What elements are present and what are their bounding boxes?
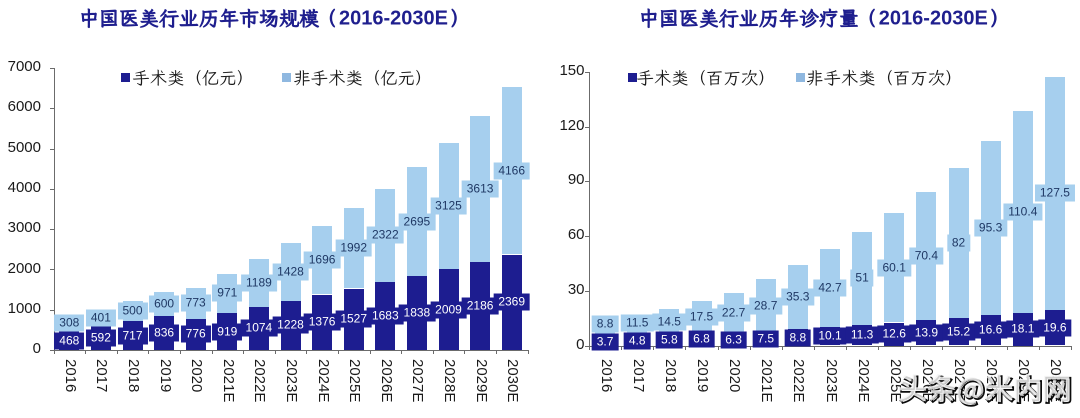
svg-text:2016-2030E: 2016-2030E — [339, 8, 448, 30]
svg-text:2016-2030E: 2016-2030E — [879, 8, 988, 30]
